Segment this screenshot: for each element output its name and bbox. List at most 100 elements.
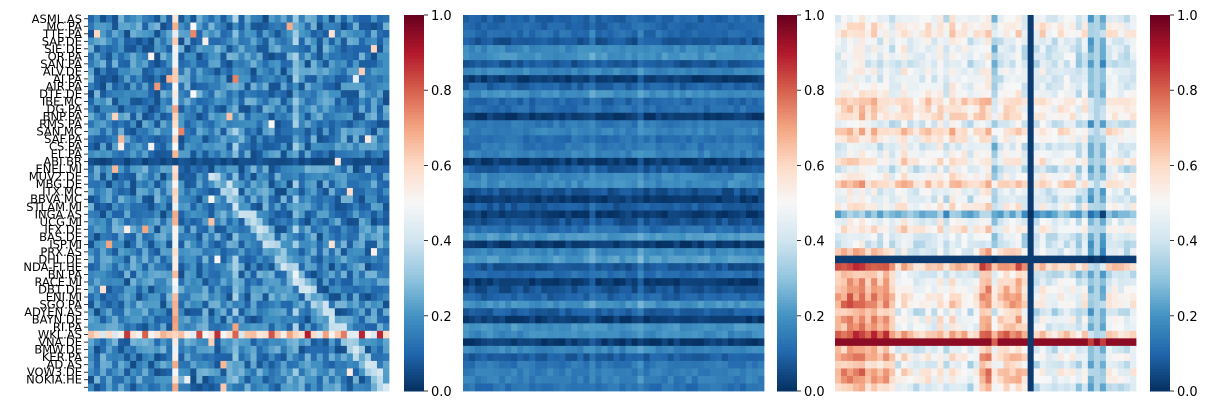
heatmap-cell xyxy=(382,353,390,362)
heatmap-cell xyxy=(619,30,626,38)
heatmap-cell xyxy=(673,293,681,302)
heatmap-cell xyxy=(184,195,191,204)
heatmap-cell xyxy=(328,210,336,219)
heatmap-cell xyxy=(607,45,614,53)
heatmap-cell xyxy=(112,142,119,151)
heatmap-cell xyxy=(328,180,336,189)
heatmap-cell xyxy=(703,97,711,106)
y-tick-label: ADYEN.AS xyxy=(24,305,82,319)
heatmap-cell xyxy=(469,112,476,121)
heatmap-cell xyxy=(595,60,602,69)
heatmap-cell xyxy=(601,45,608,53)
heatmap-cell xyxy=(376,60,384,69)
heatmap-cell xyxy=(148,67,155,76)
heatmap-cell xyxy=(316,52,324,61)
heatmap-cell xyxy=(358,338,366,347)
heatmap-cell xyxy=(340,338,348,347)
heatmap-cell xyxy=(268,338,276,347)
heatmap-cell xyxy=(88,60,95,69)
heatmap-cell xyxy=(160,195,167,204)
heatmap-cell xyxy=(208,142,215,151)
heatmap-cell xyxy=(607,187,614,196)
heatmap-cell xyxy=(703,218,711,226)
heatmap-cell xyxy=(499,323,506,332)
heatmap-cell xyxy=(553,218,560,226)
heatmap-cell xyxy=(691,315,699,324)
heatmap-cell xyxy=(463,353,470,362)
heatmap-cell xyxy=(721,120,729,129)
heatmap-cell xyxy=(196,368,203,377)
heatmap-cell xyxy=(679,60,687,69)
heatmap-cell xyxy=(160,127,167,136)
heatmap-cell xyxy=(334,82,342,91)
heatmap-cell xyxy=(499,112,506,121)
heatmap-cell xyxy=(220,142,227,151)
heatmap-cell xyxy=(166,210,173,219)
heatmap-cell xyxy=(214,82,221,91)
heatmap-cell xyxy=(346,210,354,219)
heatmap-cell xyxy=(619,60,626,69)
heatmap-cell xyxy=(505,285,512,294)
heatmap-cell xyxy=(601,225,608,234)
colorbar-segment xyxy=(404,365,424,370)
heatmap-cell xyxy=(244,375,251,384)
heatmap-cell xyxy=(523,37,530,46)
heatmap-cell xyxy=(202,150,209,159)
heatmap-cell xyxy=(130,90,137,99)
heatmap-cell xyxy=(226,90,233,99)
heatmap-cell xyxy=(328,15,336,23)
heatmap-cell xyxy=(124,45,131,53)
heatmap-cell xyxy=(358,157,366,166)
heatmap-cell xyxy=(697,338,705,347)
heatmap-cell xyxy=(643,142,651,151)
heatmap-cell xyxy=(298,157,306,166)
heatmap-cell xyxy=(697,203,705,211)
heatmap-cell xyxy=(256,278,263,287)
heatmap-cell xyxy=(304,90,312,99)
heatmap-cell xyxy=(328,75,336,84)
heatmap-cell xyxy=(316,263,324,272)
heatmap-cell xyxy=(565,112,572,121)
heatmap-cell xyxy=(364,225,372,234)
heatmap-cell xyxy=(703,315,711,324)
heatmap-cell xyxy=(721,142,729,151)
heatmap-cell xyxy=(745,187,753,196)
heatmap-cell xyxy=(685,67,693,76)
heatmap-cell xyxy=(112,203,119,211)
heatmap-cell xyxy=(88,97,95,106)
heatmap-cell xyxy=(220,172,227,181)
heatmap-cell xyxy=(148,127,155,136)
heatmap-cell xyxy=(709,225,717,234)
heatmap-cell xyxy=(487,315,494,324)
heatmap-cell xyxy=(106,90,113,99)
heatmap-cell xyxy=(226,180,233,189)
heatmap-cell xyxy=(625,285,632,294)
heatmap-cell xyxy=(529,67,536,76)
heatmap-cell xyxy=(214,315,221,324)
heatmap-cell xyxy=(166,52,173,61)
heatmap-cell xyxy=(178,255,185,264)
heatmap-cell xyxy=(364,218,372,226)
colorbar-segment xyxy=(404,309,424,314)
heatmap-cell xyxy=(631,67,638,76)
heatmap-cell xyxy=(382,248,390,257)
heatmap-cell xyxy=(745,157,753,166)
heatmap-cell xyxy=(607,278,614,287)
heatmap-cell xyxy=(154,172,161,181)
heatmap-cell xyxy=(232,285,239,294)
heatmap-cell xyxy=(112,323,119,332)
heatmap-cell xyxy=(595,120,602,129)
heatmap-cell xyxy=(493,270,500,279)
heatmap-cell xyxy=(298,225,306,234)
heatmap-cell xyxy=(160,97,167,106)
heatmap-cell xyxy=(184,248,191,257)
heatmap-cell xyxy=(721,127,729,136)
heatmap-cell xyxy=(220,383,227,392)
heatmap-cell xyxy=(256,300,263,309)
heatmap-cell xyxy=(475,353,482,362)
heatmap-cell xyxy=(346,323,354,332)
heatmap-cell xyxy=(619,270,626,279)
heatmap-cell xyxy=(739,82,747,91)
heatmap-cell xyxy=(172,67,179,76)
heatmap-cell xyxy=(607,82,614,91)
